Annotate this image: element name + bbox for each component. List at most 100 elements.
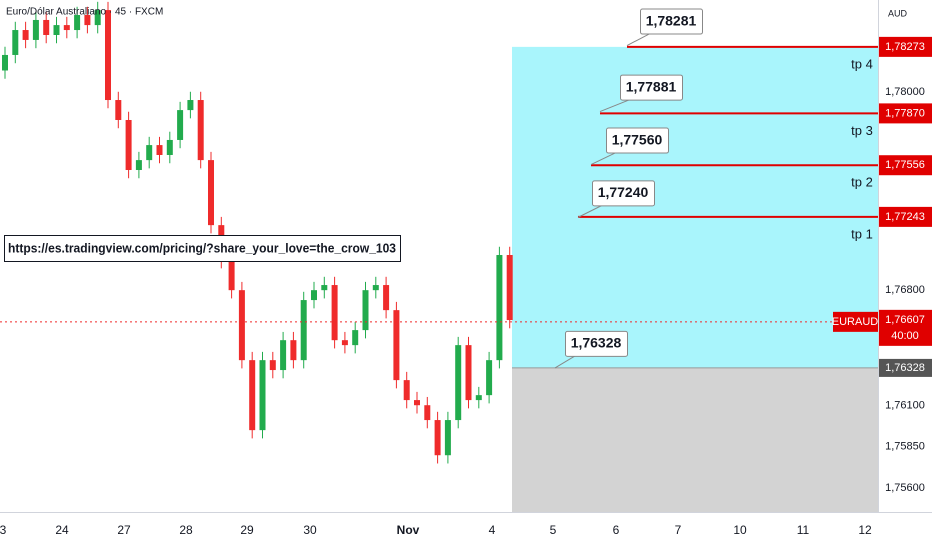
- candle-body: [63, 25, 70, 31]
- y-tick-label: 1,76800: [885, 284, 925, 296]
- levels: tp 4 1,78281 1,78273 tp 3 1,77881 1,77870 tp 2…: [0, 8, 932, 377]
- candle-body: [115, 100, 122, 120]
- x-tick-label: 5: [550, 523, 557, 537]
- candle-body: [280, 340, 287, 371]
- candle-body: [135, 160, 142, 171]
- candle-body: [32, 19, 39, 40]
- price-box: [879, 155, 932, 176]
- currency: AUD: [888, 8, 908, 18]
- x-tick-label: 10: [733, 523, 747, 537]
- candle-body: [197, 100, 204, 161]
- candle-body: [414, 400, 420, 406]
- zones: [512, 46, 878, 512]
- callout-pointer: [626, 33, 651, 46]
- candle-body: [362, 290, 369, 331]
- countdown-label: 40:00: [891, 330, 919, 342]
- callout-label: 1,77881: [626, 78, 677, 94]
- price-box-label: 1,78273: [885, 41, 925, 53]
- tp-label: tp 2: [851, 175, 873, 190]
- callout-label: 1,77240: [598, 184, 649, 200]
- candle-body: [125, 119, 132, 171]
- candle-body: [455, 345, 462, 421]
- candle-body: [383, 285, 390, 311]
- candle-body: [372, 285, 379, 291]
- candle-body: [506, 255, 513, 321]
- price-box-label: 1,77243: [885, 211, 925, 223]
- candle-body: [331, 285, 338, 341]
- candle-body: [393, 310, 400, 381]
- callout-label: 1,78281: [646, 12, 697, 28]
- price-box-label: 1,77556: [885, 159, 925, 171]
- x-tick-label: 28: [179, 523, 193, 537]
- callout-box: [565, 330, 628, 357]
- callout-pointer: [577, 204, 603, 218]
- candle-body: [496, 255, 503, 361]
- candle-body: [187, 100, 194, 111]
- candle-body: [269, 360, 276, 371]
- candle-body: [228, 260, 235, 291]
- candle-body: [434, 420, 441, 456]
- x-tick-label: 12: [858, 523, 872, 537]
- callout-label: 1,76328: [571, 335, 622, 351]
- callout-box: [620, 74, 683, 101]
- price-box-label: 1,77870: [885, 107, 925, 119]
- x-tick-label: 4: [489, 523, 496, 537]
- candle-body: [156, 145, 163, 155]
- chart-title: Euro/Dólar Australiano · 45 · FXCM: [6, 7, 163, 18]
- x-tick-label: 24: [55, 523, 69, 537]
- candle-body: [43, 19, 50, 35]
- link-text: https://es.tradingview.com/pricing/?shar…: [8, 240, 396, 255]
- y-tick-label: 1,75850: [885, 441, 925, 453]
- candle-body: [94, 10, 101, 26]
- callout-box: [592, 180, 655, 207]
- tp-label: tp 4: [851, 56, 873, 71]
- loss-zone: [512, 367, 878, 512]
- candle-body: [249, 360, 256, 431]
- entry-box-label: 1,76328: [885, 362, 925, 374]
- candle-body: [166, 139, 173, 155]
- x-tick-label: 27: [117, 523, 131, 537]
- link-box: [4, 235, 401, 262]
- candle-body: [311, 290, 317, 301]
- candle-body: [146, 145, 153, 161]
- price-box: [879, 206, 932, 227]
- candle-body: [290, 340, 297, 361]
- axes: 1,78000 1,76800 1,76100 1,75850 1,75600 3 24 27…: [0, 86, 925, 537]
- callout-pointer: [590, 152, 617, 166]
- y-tick-label: 1,76100: [885, 399, 925, 411]
- x-tick-label: Nov: [397, 523, 420, 537]
- candle-body: [403, 380, 410, 401]
- callout-label: 1,77560: [612, 131, 663, 147]
- candle-body: [53, 25, 60, 35]
- symbol-box: [833, 311, 878, 332]
- current-price-box: [879, 309, 932, 346]
- x-tick-label: 3: [0, 523, 7, 537]
- candle-body: [208, 160, 214, 226]
- candle-body: [424, 405, 431, 421]
- entry-box: [879, 358, 932, 377]
- y-tick-label: 1,78000: [885, 86, 925, 98]
- profit-zone: [512, 46, 878, 368]
- candle-body: [475, 395, 482, 401]
- candle-body: [321, 285, 328, 291]
- current-price-label: 1,76607: [885, 314, 925, 326]
- candle-body: [12, 30, 19, 55]
- candle-body: [105, 10, 111, 101]
- candle-body: [238, 290, 245, 361]
- candles: [2, 1, 513, 464]
- candle-body: [259, 360, 266, 431]
- callout-pointer: [554, 355, 576, 369]
- candle-body: [465, 345, 472, 401]
- candle-body: [444, 420, 451, 456]
- tp-label: tp 1: [851, 226, 873, 241]
- x-tick-label: 30: [303, 523, 317, 537]
- candle-body: [300, 300, 307, 361]
- price-box: [879, 103, 932, 124]
- callout-box: [640, 8, 703, 35]
- x-tick-label: 11: [797, 523, 810, 537]
- candle-body: [2, 54, 8, 71]
- x-tick-label: 6: [613, 523, 620, 537]
- y-tick-label: 1,75600: [885, 482, 925, 494]
